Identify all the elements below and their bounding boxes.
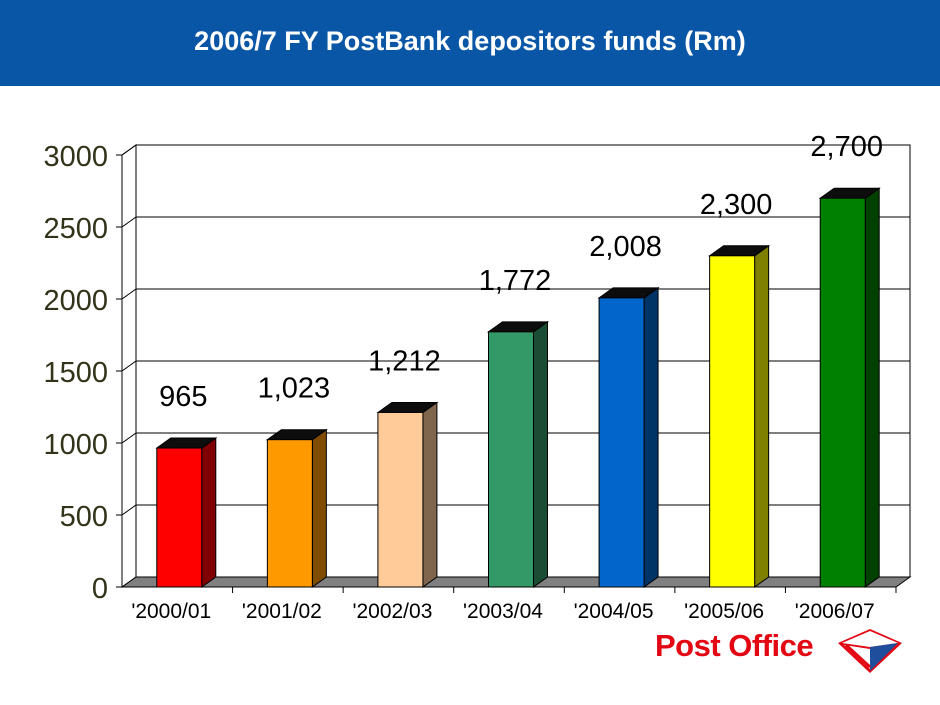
y-tick-label: 2000 [43, 285, 108, 317]
x-tick-label: '2000/01 [131, 600, 211, 623]
data-label: 1,772 [479, 265, 552, 297]
bar-side [864, 187, 880, 588]
bar [377, 411, 424, 588]
bar-side [533, 320, 548, 588]
chart-title: 2006/7 FY PostBank depositors funds (Rm) [194, 26, 746, 56]
y-tick-label: 500 [60, 501, 108, 533]
data-label: 1,212 [368, 345, 441, 377]
bar-side [643, 286, 659, 588]
x-tick-label: '2004/05 [574, 600, 654, 623]
bar [709, 255, 756, 588]
post-office-logo-text: Post Office [655, 628, 814, 663]
x-tick-label: '2002/03 [352, 600, 432, 623]
y-tick-label: 1000 [43, 429, 108, 461]
x-tick-label: '2003/04 [463, 600, 543, 623]
y-tick-label: 1500 [43, 357, 108, 389]
bar [819, 197, 866, 588]
y-tick-label: 2500 [43, 213, 108, 245]
data-label: 2,008 [589, 231, 662, 263]
bar-side [422, 401, 438, 588]
gridline [121, 144, 910, 156]
title-banner [0, 0, 940, 86]
bar-side [201, 437, 217, 588]
bar-chart: 0 500 1000 1500 2000 2500 3000 965 '2000/01 1,023… [43, 131, 912, 623]
x-tick-label: '2001/02 [242, 600, 322, 623]
x-tick-label: '2006/07 [795, 600, 875, 623]
y-tick-label: 3000 [43, 141, 108, 173]
data-label: 2,700 [810, 131, 883, 163]
y-tick-label: 0 [92, 573, 108, 605]
data-label: 1,023 [258, 373, 331, 405]
post-office-logo-icon [838, 629, 902, 673]
data-label: 965 [159, 381, 207, 413]
bar [156, 447, 203, 588]
bar [598, 297, 645, 588]
gridline [121, 216, 910, 228]
x-tick-label: '2005/06 [684, 600, 764, 623]
bar [266, 439, 313, 588]
bar [488, 331, 534, 588]
bar-side [754, 244, 770, 588]
bar-side [311, 428, 327, 588]
data-label: 2,300 [700, 189, 773, 221]
